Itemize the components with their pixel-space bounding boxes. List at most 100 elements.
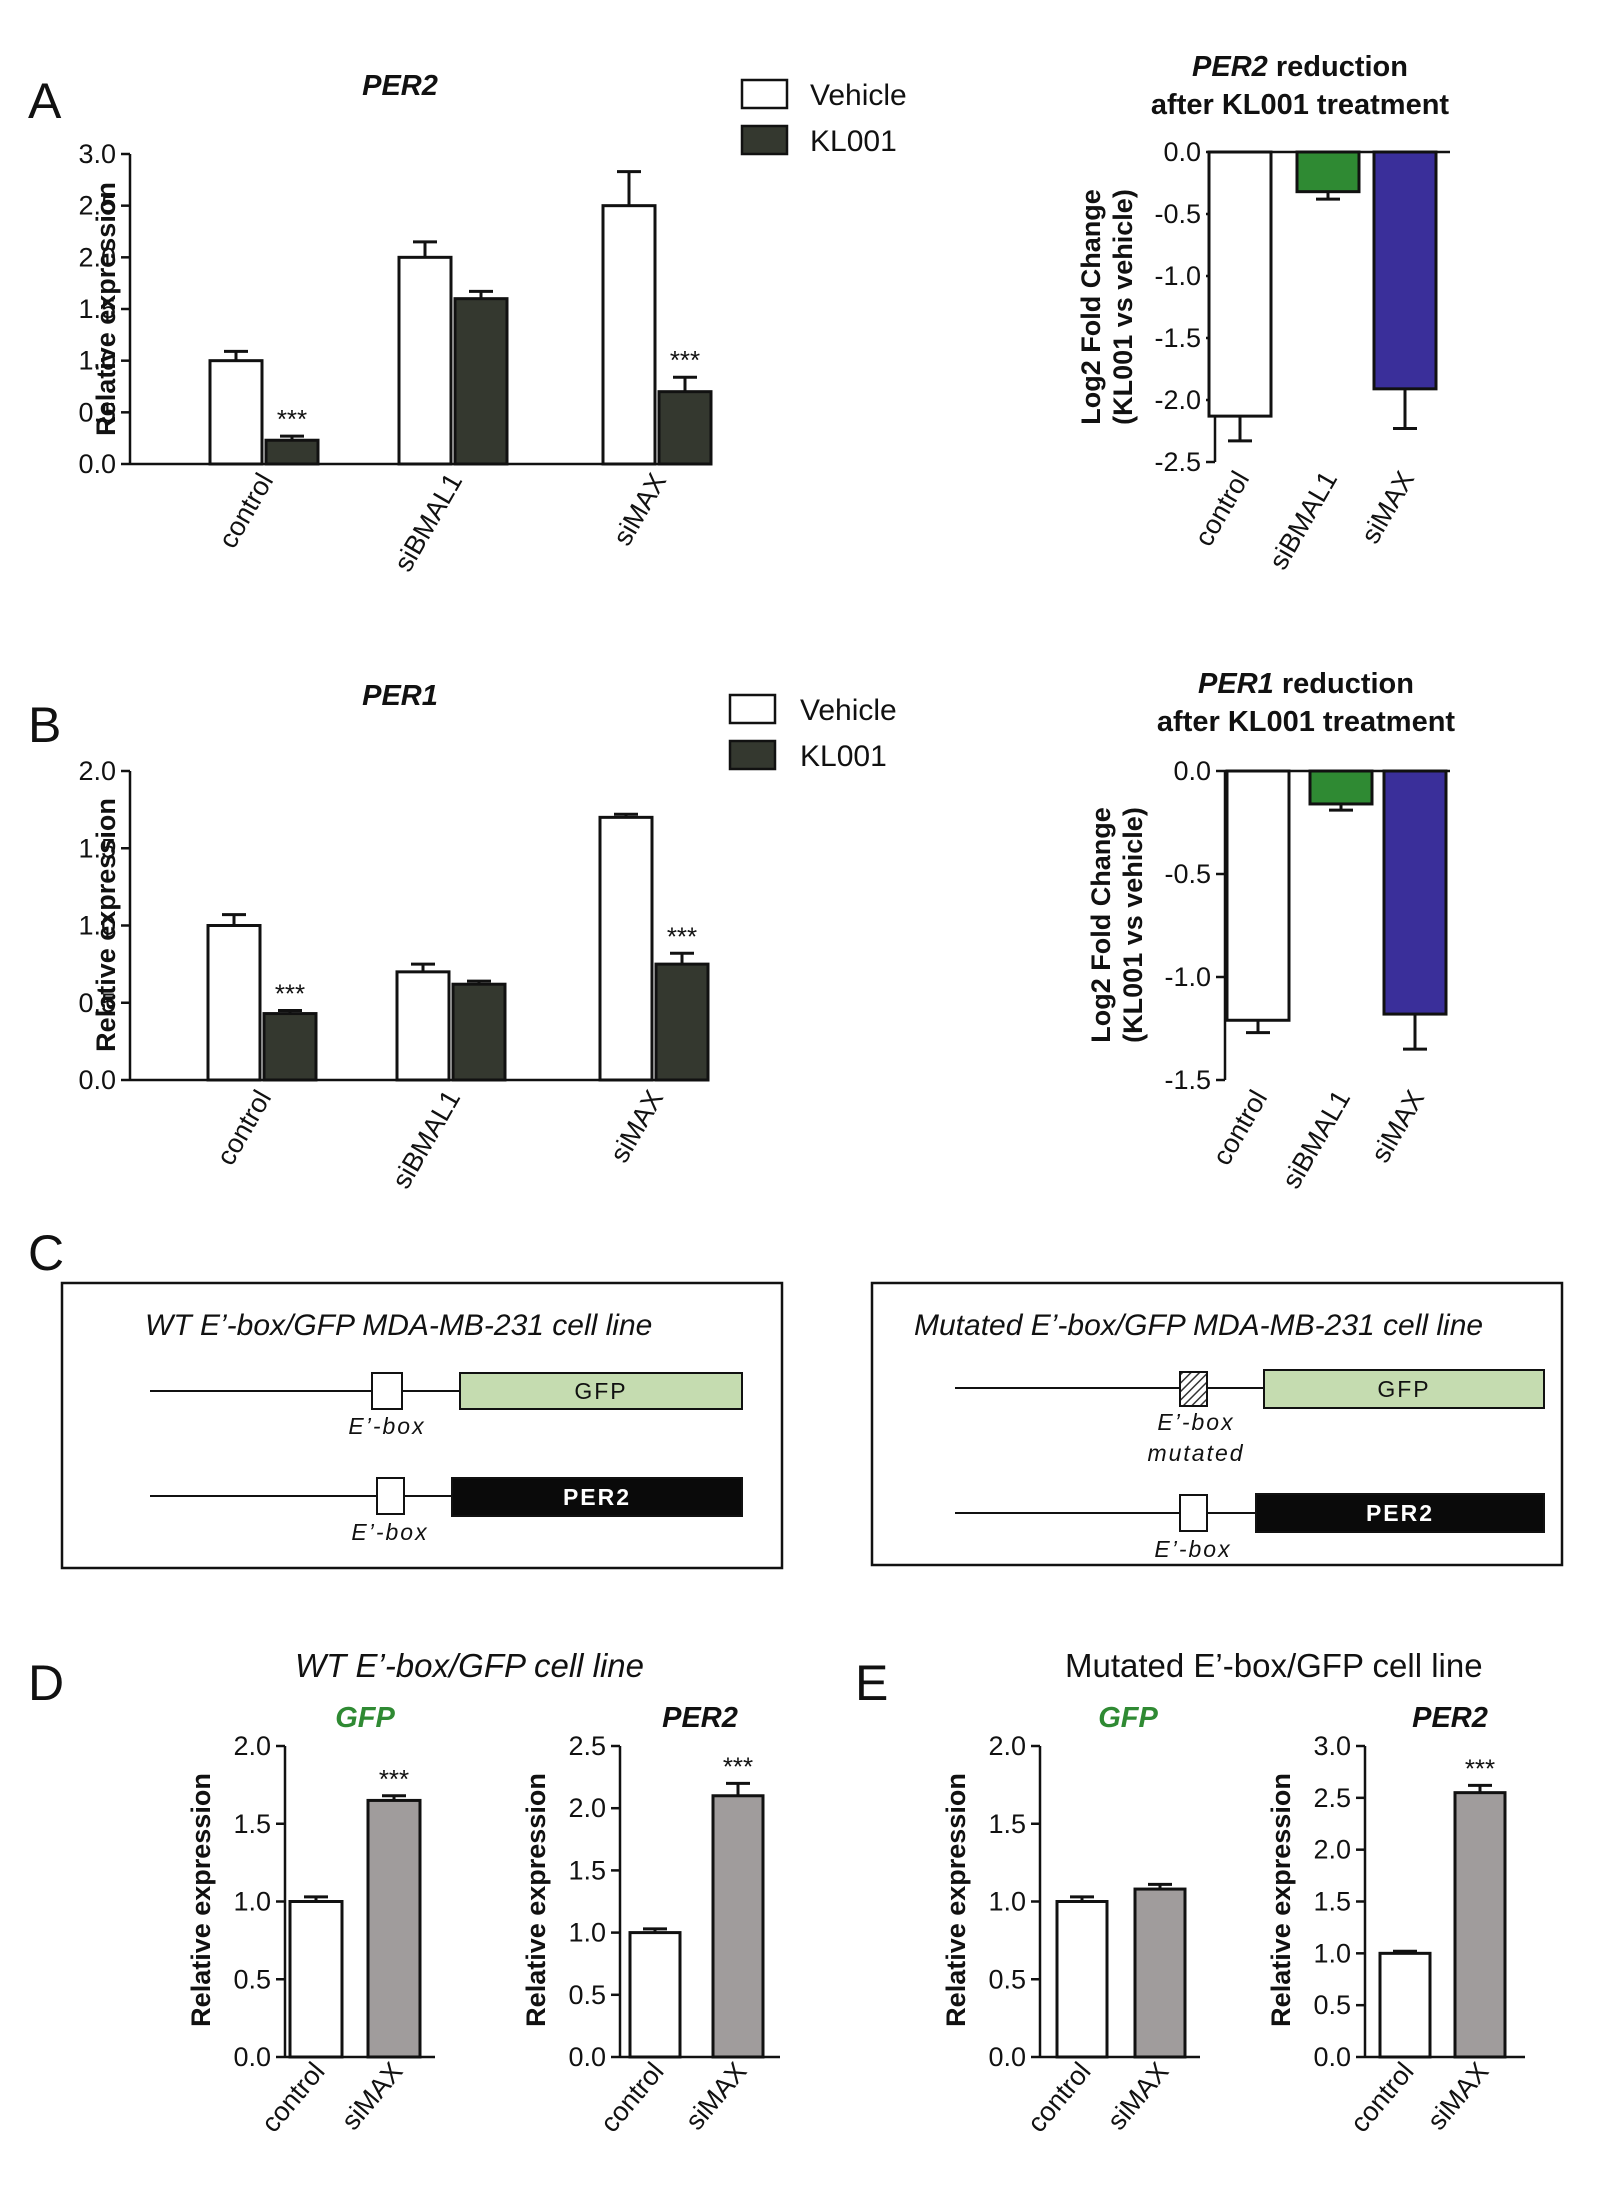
y-axis-label: Relative expression <box>521 1773 551 2027</box>
diagram-mutated-title: Mutated E’-box/GFP MDA-MB-231 cell line <box>914 1309 1483 1342</box>
y-tick-label: 1.5 <box>233 1809 271 1839</box>
y-tick-label: 0.5 <box>1313 1990 1351 2020</box>
y-tick-label: -0.5 <box>1154 199 1201 229</box>
bar-kl001 <box>654 962 710 1082</box>
category-label: siBMAL1 <box>1276 1085 1356 1194</box>
bar-sibmal1 <box>1295 150 1361 194</box>
y-axis-label-line2: (KL001 vs vehicle) <box>1108 189 1138 425</box>
y-tick-label: 1.0 <box>78 346 116 376</box>
y-tick-label: 0.0 <box>1163 137 1201 167</box>
y-tick-label: 0.0 <box>78 449 116 479</box>
chart-title: PER2 <box>362 70 438 102</box>
significance-label: *** <box>723 1751 753 1781</box>
category-label: control <box>1345 2057 1420 2138</box>
gfp-gene-box <box>1263 1369 1545 1409</box>
significance-label: *** <box>670 345 700 375</box>
panel-letter-b: B <box>28 697 61 753</box>
legend-kl001-label: KL001 <box>800 740 887 773</box>
y-tick-label: 1.0 <box>233 1887 271 1917</box>
y-tick-label: -1.5 <box>1154 323 1201 353</box>
panel-letter-a: A <box>28 73 62 129</box>
ebox-element <box>371 1372 403 1410</box>
chart-e-per2: PER2 0.0 0.5 1.0 1.5 2.0 2.5 3.0 Relative expres… <box>1266 1702 1525 2138</box>
y-tick-label: 0.0 <box>233 2042 271 2072</box>
y-axis-label: Relative expression <box>91 798 121 1052</box>
ebox-label: E’-box <box>1154 1536 1231 1562</box>
bar-vehicle <box>598 815 654 1082</box>
y-tick-label: 2.0 <box>1313 1835 1351 1865</box>
diagram-mutated-frame <box>870 1281 1564 1567</box>
category-label: siBMAL1 <box>1263 466 1343 575</box>
y-axis-label: Log2 Fold Change <box>1086 807 1116 1043</box>
y-axis-label: Relative expression <box>186 1773 216 2027</box>
panel-letter-d: D <box>28 1655 64 1711</box>
diagram-wt-frame <box>60 1281 784 1570</box>
y-tick-label: 2.0 <box>233 1731 271 1761</box>
category-label: control <box>211 1085 278 1170</box>
y-axis-label: Relative expression <box>1266 1773 1296 2027</box>
bar-control <box>288 1900 344 2059</box>
chart-per2-expression: PER2 0.0 0.5 1.0 1.5 2.0 2.5 3.0 Relative expres… <box>78 70 713 577</box>
y-tick-label: -1.0 <box>1164 962 1211 992</box>
chart-title: PER1 <box>362 680 438 712</box>
y-tick-label: 3.0 <box>1313 1731 1351 1761</box>
y-tick-label: 0.5 <box>233 1964 271 1994</box>
significance-label: *** <box>277 404 307 434</box>
chart-title-line2: after KL001 treatment <box>1157 706 1455 738</box>
y-tick-label: 0.0 <box>1173 756 1211 786</box>
bar-vehicle <box>208 359 264 466</box>
per2-gene-label: PER2 <box>1366 1500 1434 1526</box>
legend-vehicle-label: Vehicle <box>810 79 907 112</box>
bar-vehicle <box>397 255 453 466</box>
panel-letter-c: C <box>28 1225 64 1281</box>
y-tick-label: 1.0 <box>988 1887 1026 1917</box>
y-tick-label: -0.5 <box>1164 859 1211 889</box>
y-tick-label: 1.5 <box>568 1855 606 1885</box>
chart-title: GFP <box>335 1702 395 1734</box>
category-label: siBMAL1 <box>386 1085 466 1194</box>
y-tick-label: 2.0 <box>568 1793 606 1823</box>
mutated-ebox-label: E’-box <box>1157 1409 1234 1435</box>
section-title-e: Mutated E’-box/GFP cell line <box>1065 1647 1483 1684</box>
bar-kl001 <box>453 297 509 466</box>
y-tick-label: 1.0 <box>568 1918 606 1948</box>
diagram-wt: WT E’-box/GFP MDA-MB-231 cell line E’-bo… <box>60 1281 784 1570</box>
category-label: siMAX <box>1421 2057 1494 2136</box>
legend-vehicle-swatch <box>728 693 777 725</box>
category-label: siMAX <box>604 1085 669 1168</box>
chart-title: PER2 <box>1412 1702 1488 1734</box>
diagram-mutated: Mutated E’-box/GFP MDA-MB-231 cell line … <box>870 1281 1564 1567</box>
per2-gene-box <box>451 1477 743 1517</box>
legend-b: Vehicle KL001 <box>728 693 897 773</box>
gfp-gene-label: GFP <box>1377 1376 1430 1402</box>
section-title-d: WT E’-box/GFP cell line <box>295 1647 644 1684</box>
category-label: control <box>1189 466 1256 551</box>
category-label: control <box>213 468 280 553</box>
y-tick-label: -2.0 <box>1154 385 1201 415</box>
bar-simax <box>1133 1887 1187 2059</box>
y-tick-label: 0.0 <box>568 2042 606 2072</box>
bar-simax <box>1382 769 1448 1016</box>
bar-kl001 <box>264 438 320 466</box>
category-label: siMAX <box>1355 466 1420 549</box>
bar-vehicle <box>206 924 262 1082</box>
y-tick-label: 0.0 <box>1313 2042 1351 2072</box>
y-axis-label: Log2 Fold Change <box>1076 189 1106 425</box>
y-axis-label: Relative expression <box>91 182 121 436</box>
category-label: control <box>1207 1085 1274 1170</box>
y-tick-label: 2.0 <box>78 756 116 786</box>
bar-simax <box>1453 1791 1507 2059</box>
panel-letter-e: E <box>855 1655 888 1711</box>
bar-vehicle <box>601 204 657 466</box>
mutated-ebox-element <box>1179 1371 1208 1407</box>
ebox-element <box>376 1477 405 1515</box>
y-tick-label: 1.0 <box>1313 1938 1351 1968</box>
bar-simax <box>366 1798 422 2059</box>
chart-per2-reduction: PER2 reduction after KL001 treatment 0.0 -0… <box>1076 51 1450 575</box>
bar-control <box>1378 1951 1432 2059</box>
y-tick-label: 0.5 <box>988 1964 1026 1994</box>
y-tick-label: 2.5 <box>568 1731 606 1761</box>
ebox-label: E’-box <box>348 1413 425 1439</box>
y-tick-label: -2.5 <box>1154 447 1201 477</box>
y-tick-label: 0.0 <box>988 2042 1026 2072</box>
